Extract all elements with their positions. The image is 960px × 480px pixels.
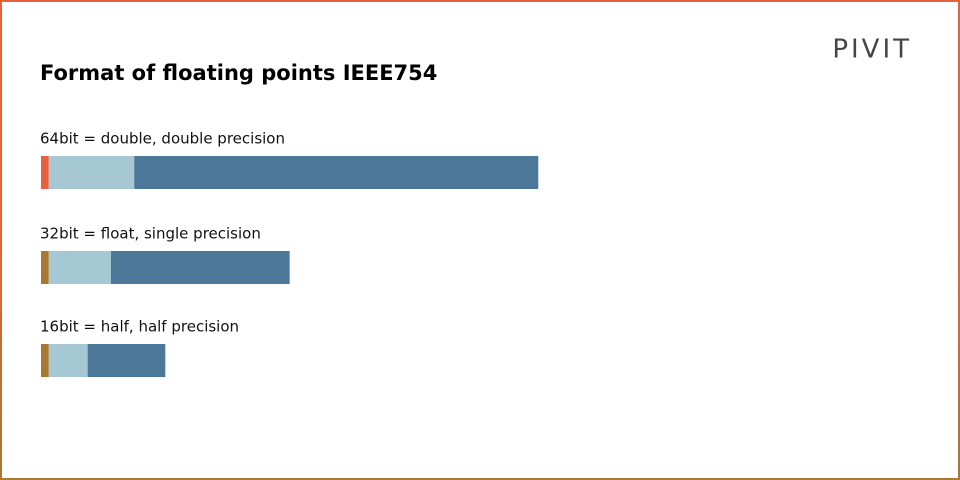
logo: PIVIT <box>832 35 912 65</box>
bar-segment <box>48 251 111 284</box>
bar-label: 32bit = float, single precision <box>40 225 261 243</box>
bar-segment <box>134 156 539 189</box>
bar-segment <box>48 344 88 377</box>
bar-segment <box>48 156 135 189</box>
bar-segment <box>41 251 49 284</box>
bar-segment <box>41 344 49 377</box>
bar-segment <box>110 251 290 284</box>
bar-segment <box>41 156 49 189</box>
bar-segment <box>87 344 166 377</box>
bar-label: 64bit = double, double precision <box>40 130 285 148</box>
chart-title: Format of floating points IEEE754 <box>40 61 437 85</box>
bar-label: 16bit = half, half precision <box>40 318 239 336</box>
